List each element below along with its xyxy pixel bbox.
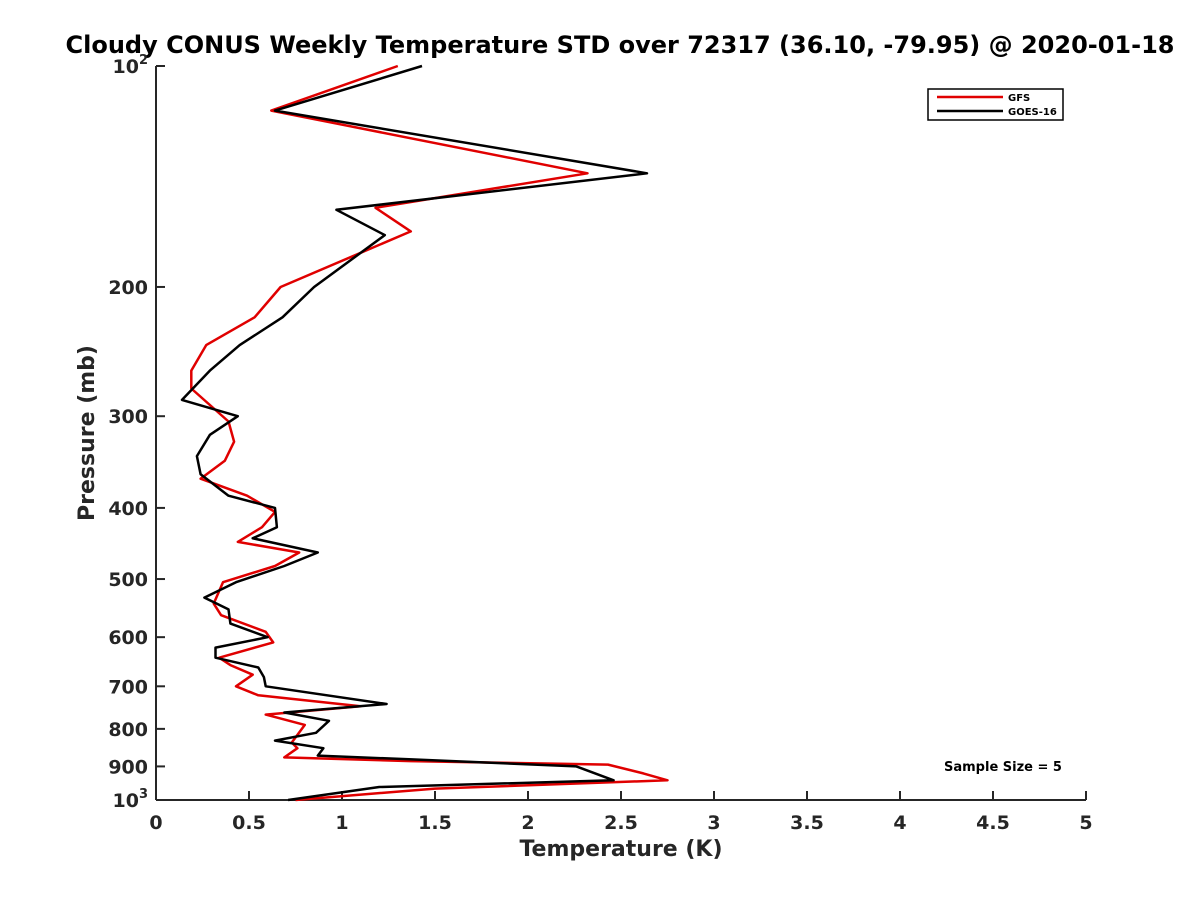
sample-size-annotation: Sample Size = 5: [944, 760, 1062, 775]
x-tick-label: 0: [149, 812, 162, 834]
x-tick-label: 0.5: [232, 812, 266, 834]
x-tick-label: 4: [893, 812, 906, 834]
legend-label-gfs: GFS: [1008, 93, 1030, 104]
chart-legend: GFS GOES-16: [927, 88, 1064, 121]
y-tick-label: 200: [108, 277, 148, 299]
series-layer: [180, 64, 669, 802]
x-tick-label: 1: [335, 812, 348, 834]
x-tick-label: 2: [521, 812, 534, 834]
legend-box: [927, 88, 1064, 121]
x-tick-label: 3.5: [790, 812, 824, 834]
x-tick-label: 2.5: [604, 812, 638, 834]
y-axis-label: Pressure (mb): [75, 345, 100, 521]
y-tick-label: 600: [108, 627, 148, 649]
x-tick-label: 4.5: [976, 812, 1010, 834]
chart-title: Cloudy CONUS Weekly Temperature STD over…: [66, 31, 1175, 59]
y-tick-label: 102: [113, 53, 149, 78]
y-tick-label: 400: [108, 498, 148, 520]
x-axis-ticks: 0 0.5 1 1.5 2 2.5 3 3.5 4 4.5 5: [149, 791, 1093, 834]
legend-label-goes16: GOES-16: [1008, 107, 1057, 118]
series-line-gfs: [190, 64, 669, 802]
y-tick-label: 103: [113, 787, 149, 812]
x-tick-label: 1.5: [418, 812, 452, 834]
y-tick-label: 800: [108, 719, 148, 741]
x-tick-label: 3: [707, 812, 720, 834]
x-tick-label: 5: [1079, 812, 1092, 834]
y-tick-label: 500: [108, 569, 148, 591]
y-tick-label: 700: [108, 676, 148, 698]
x-axis-label: Temperature (K): [519, 837, 722, 862]
plot-area: 0 0.5 1 1.5 2 2.5 3 3.5 4 4.5 5 102 200 300 400 500 600…: [108, 53, 1092, 834]
y-tick-label: 900: [108, 756, 148, 778]
y-tick-label: 300: [108, 406, 148, 428]
y-axis-ticks: 102 200 300 400 500 600 700 800 900 103: [108, 53, 165, 812]
series-line-goes16: [180, 64, 649, 802]
